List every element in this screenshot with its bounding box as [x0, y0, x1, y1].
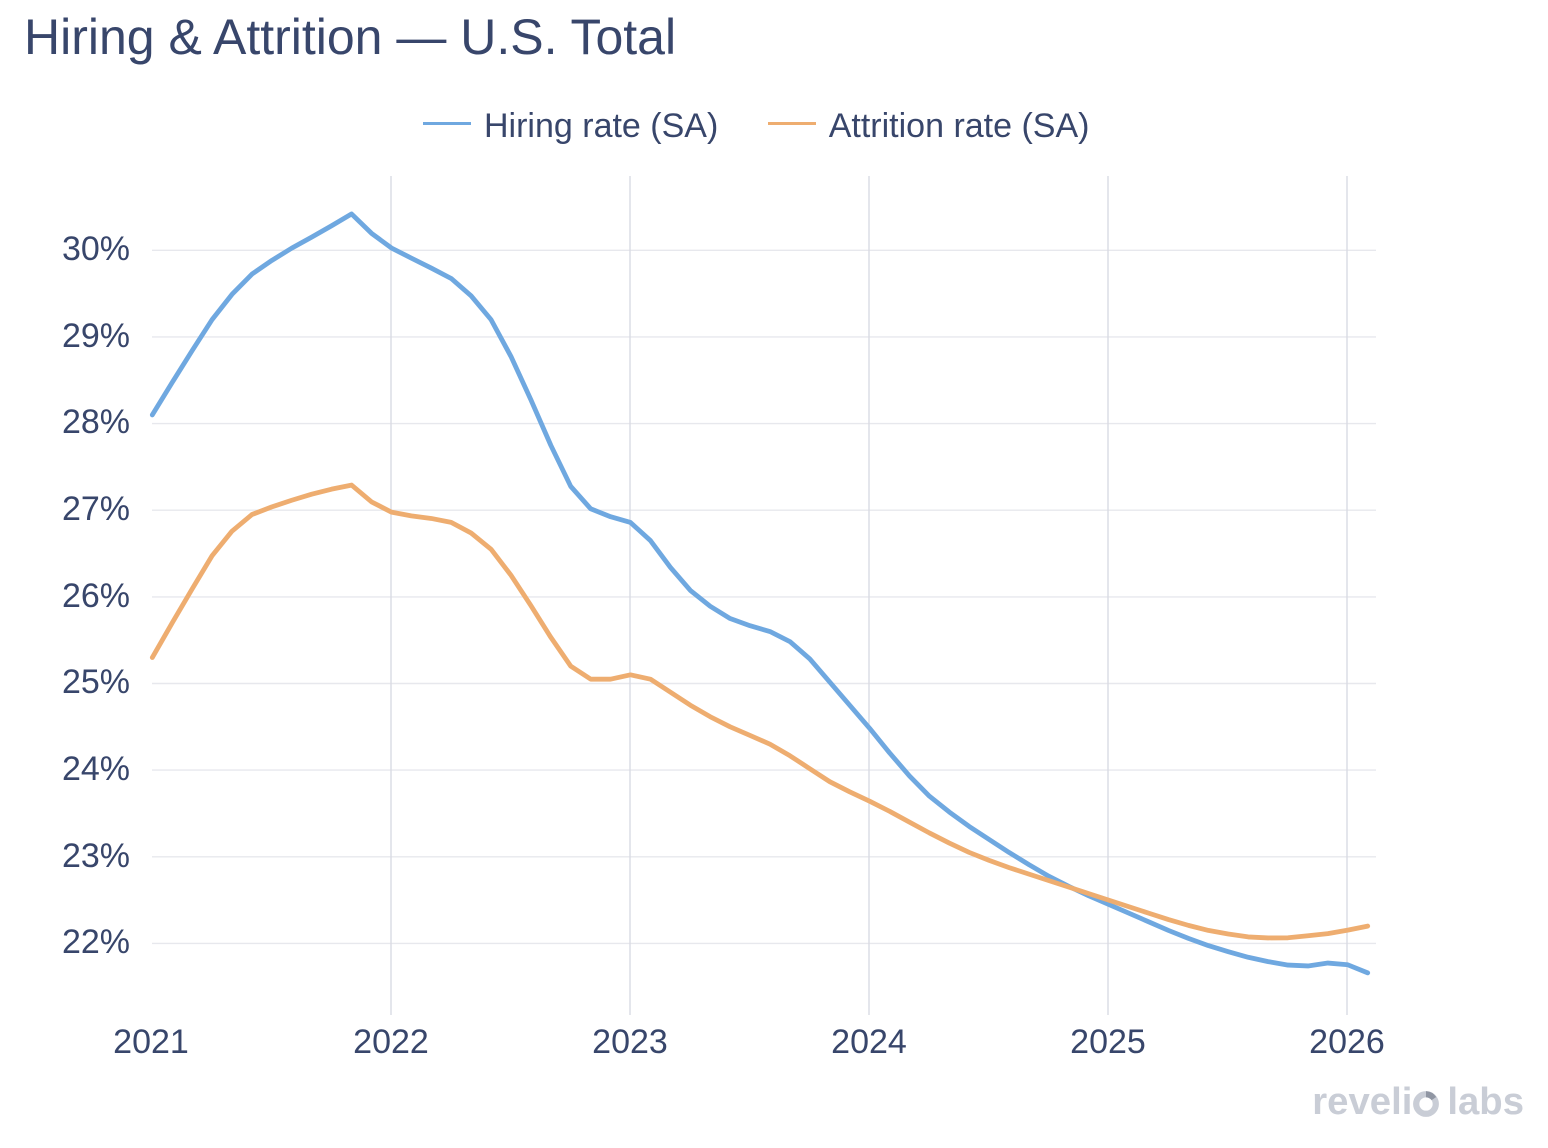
svg-text:24%: 24% [62, 750, 130, 788]
svg-text:25%: 25% [62, 663, 130, 701]
svg-text:22%: 22% [62, 923, 130, 961]
svg-text:2024: 2024 [831, 1023, 907, 1061]
svg-text:30%: 30% [62, 230, 130, 268]
svg-text:2026: 2026 [1309, 1023, 1385, 1061]
svg-text:2022: 2022 [353, 1023, 429, 1061]
svg-text:2025: 2025 [1070, 1023, 1146, 1061]
svg-text:27%: 27% [62, 490, 130, 528]
svg-text:26%: 26% [62, 577, 130, 615]
svg-text:2023: 2023 [592, 1023, 668, 1061]
svg-text:23%: 23% [62, 837, 130, 875]
svg-text:28%: 28% [62, 403, 130, 441]
svg-text:2021: 2021 [113, 1023, 189, 1061]
svg-text:29%: 29% [62, 317, 130, 355]
